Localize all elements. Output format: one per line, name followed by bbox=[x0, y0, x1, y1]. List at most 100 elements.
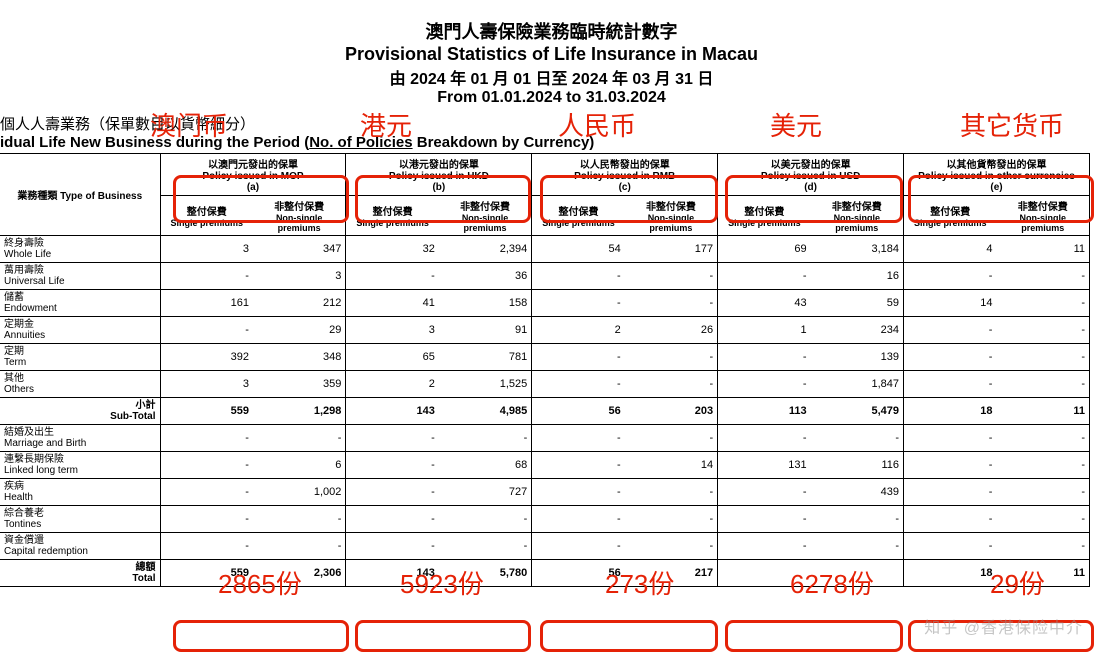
cell: - bbox=[625, 263, 718, 290]
cell: - bbox=[996, 290, 1089, 317]
cell: 392 bbox=[160, 344, 253, 371]
cell: 14 bbox=[625, 452, 718, 479]
table-row: 資金償還Capital redemption---------- bbox=[0, 533, 1090, 560]
cell: 139 bbox=[811, 344, 904, 371]
row-label: 綜合養老Tontines bbox=[0, 506, 160, 533]
cell: - bbox=[625, 371, 718, 398]
cell: - bbox=[718, 533, 811, 560]
cell: 2 bbox=[532, 317, 625, 344]
annotation-count: 5923份 bbox=[400, 564, 484, 601]
annotation-label: 人民币 bbox=[558, 106, 636, 143]
cell: - bbox=[625, 425, 718, 452]
row-label: 其他Others bbox=[0, 371, 160, 398]
cell: 203 bbox=[625, 398, 718, 425]
cell: 161 bbox=[160, 290, 253, 317]
cell: - bbox=[718, 425, 811, 452]
cell: - bbox=[811, 506, 904, 533]
cell: 3 bbox=[160, 371, 253, 398]
cell: - bbox=[346, 452, 439, 479]
cell: - bbox=[160, 263, 253, 290]
cell: 3,184 bbox=[811, 236, 904, 263]
cell: 212 bbox=[253, 290, 346, 317]
annotation-box bbox=[173, 620, 349, 652]
cell: 18 bbox=[904, 398, 997, 425]
cell: 143 bbox=[346, 398, 439, 425]
cell: - bbox=[532, 371, 625, 398]
row-label: 小計Sub-Total bbox=[0, 398, 160, 425]
cell: - bbox=[904, 506, 997, 533]
cell: 348 bbox=[253, 344, 346, 371]
row-label: 定期金Annuities bbox=[0, 317, 160, 344]
cell: 6 bbox=[253, 452, 346, 479]
cell: - bbox=[996, 317, 1089, 344]
type-of-business-header: 業務種類 Type of Business bbox=[0, 154, 160, 236]
annotation-count: 273份 bbox=[605, 564, 674, 601]
cell: 113 bbox=[718, 398, 811, 425]
cell: - bbox=[996, 263, 1089, 290]
cell: 91 bbox=[439, 317, 532, 344]
cell: 234 bbox=[811, 317, 904, 344]
table-row: 結婚及出生Marriage and Birth---------- bbox=[0, 425, 1090, 452]
cell: 4,985 bbox=[439, 398, 532, 425]
title-cn: 澳門人壽保險業務臨時統計數字 bbox=[0, 18, 1103, 44]
cell: 16 bbox=[811, 263, 904, 290]
cell: 3 bbox=[253, 263, 346, 290]
cell: 65 bbox=[346, 344, 439, 371]
cell: - bbox=[996, 533, 1089, 560]
cell: 4 bbox=[904, 236, 997, 263]
annotation-label: 澳门币 bbox=[150, 106, 228, 143]
cell: 347 bbox=[253, 236, 346, 263]
cell: - bbox=[346, 533, 439, 560]
cell: - bbox=[160, 533, 253, 560]
watermark: 知乎 @香港保险中介 bbox=[924, 614, 1083, 638]
cell: 359 bbox=[253, 371, 346, 398]
row-label: 資金償還Capital redemption bbox=[0, 533, 160, 560]
annotation-box bbox=[355, 620, 531, 652]
cell: - bbox=[439, 425, 532, 452]
table-row: 綜合養老Tontines---------- bbox=[0, 506, 1090, 533]
cell: - bbox=[160, 317, 253, 344]
cell: 158 bbox=[439, 290, 532, 317]
row-label: 結婚及出生Marriage and Birth bbox=[0, 425, 160, 452]
cell: 54 bbox=[532, 236, 625, 263]
cell: - bbox=[718, 479, 811, 506]
annotation-box bbox=[725, 620, 903, 652]
cell: - bbox=[346, 479, 439, 506]
cell: - bbox=[439, 533, 532, 560]
cell: 11 bbox=[996, 398, 1089, 425]
cell: 1,298 bbox=[253, 398, 346, 425]
cell: - bbox=[532, 479, 625, 506]
cell: 2,394 bbox=[439, 236, 532, 263]
table-row: 儲蓄Endowment16121241158--435914- bbox=[0, 290, 1090, 317]
cell: 131 bbox=[718, 452, 811, 479]
cell: - bbox=[811, 425, 904, 452]
cell: - bbox=[904, 452, 997, 479]
table-body: 終身壽險Whole Life3347322,39454177693,184411… bbox=[0, 236, 1090, 587]
row-label: 連繫長期保險Linked long term bbox=[0, 452, 160, 479]
title-block: 澳門人壽保險業務臨時統計數字 Provisional Statistics of… bbox=[0, 0, 1103, 107]
cell: - bbox=[625, 506, 718, 533]
cell: 32 bbox=[346, 236, 439, 263]
annotation-label: 美元 bbox=[770, 106, 822, 143]
row-label: 儲蓄Endowment bbox=[0, 290, 160, 317]
cell: - bbox=[718, 371, 811, 398]
cell: - bbox=[532, 290, 625, 317]
row-label: 定期Term bbox=[0, 344, 160, 371]
annotation-box bbox=[725, 175, 903, 223]
cell: 177 bbox=[625, 236, 718, 263]
cell: - bbox=[439, 506, 532, 533]
cell: - bbox=[904, 425, 997, 452]
cell: 18 bbox=[904, 560, 997, 587]
cell: - bbox=[160, 506, 253, 533]
row-label: 疾病Health bbox=[0, 479, 160, 506]
cell: - bbox=[996, 506, 1089, 533]
period-en: From 01.01.2024 to 31.03.2024 bbox=[0, 89, 1103, 107]
cell: - bbox=[625, 290, 718, 317]
cell: - bbox=[904, 533, 997, 560]
cell: - bbox=[996, 344, 1089, 371]
table-row: 其他Others335921,525---1,847-- bbox=[0, 371, 1090, 398]
annotation-box bbox=[173, 175, 349, 223]
cell: - bbox=[996, 371, 1089, 398]
cell: - bbox=[532, 506, 625, 533]
cell: 3 bbox=[346, 317, 439, 344]
